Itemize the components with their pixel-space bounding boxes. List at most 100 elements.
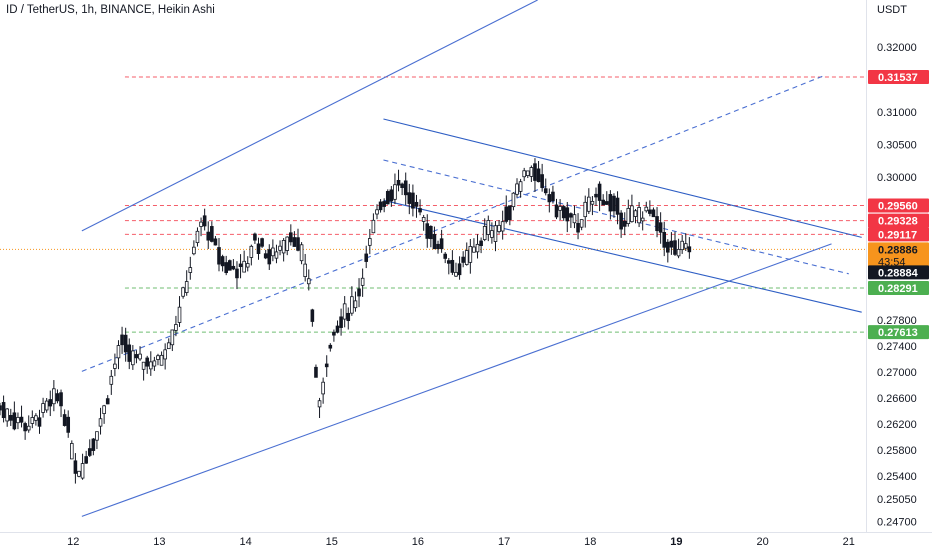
candle-body	[281, 240, 286, 254]
candle-body	[457, 263, 462, 276]
price-level-label-bg	[868, 325, 929, 340]
candle-body	[55, 393, 60, 402]
candle-body	[84, 456, 88, 464]
candle-body	[41, 403, 45, 413]
candle-body	[12, 412, 17, 430]
candle-body	[461, 256, 465, 263]
candle-body	[389, 189, 394, 202]
candle-body	[368, 238, 372, 246]
price-level-label-bg	[868, 69, 929, 84]
candle-body	[450, 259, 455, 273]
candle-body	[37, 417, 42, 427]
candle-body	[350, 296, 354, 314]
time-tick-label: 20	[756, 536, 768, 548]
candle-body	[454, 271, 458, 277]
candle-body	[342, 303, 347, 320]
candle-body	[468, 246, 473, 263]
candle-body	[256, 243, 261, 255]
candle-body	[683, 243, 688, 249]
candle-body	[26, 425, 31, 431]
candle-body	[66, 416, 71, 433]
candle-body	[403, 180, 408, 196]
candle-body	[619, 212, 623, 230]
candle-body	[285, 236, 290, 251]
candle-body	[267, 249, 272, 265]
candle-body	[637, 207, 641, 224]
candle-body	[249, 245, 254, 258]
trendline[interactable]	[81, 75, 824, 372]
price-level-label-bg	[868, 227, 929, 242]
candle-body	[364, 253, 369, 262]
candle-body	[141, 361, 146, 370]
candle-body	[156, 355, 160, 360]
candle-body	[138, 353, 142, 360]
candle-body	[608, 194, 613, 212]
candle-body	[199, 221, 203, 227]
candle-body	[604, 201, 609, 205]
candle-body	[547, 194, 552, 203]
candle-body	[131, 350, 135, 366]
candle-body	[188, 267, 193, 273]
candle-body	[16, 416, 20, 424]
price-tick-label: 0.27400	[877, 341, 917, 353]
candle-body	[472, 246, 476, 253]
candle-body	[396, 179, 401, 186]
candle-body	[626, 207, 631, 224]
price-tick-label: 0.30000	[877, 172, 917, 184]
candle-body	[224, 262, 228, 274]
candle-body	[263, 253, 268, 259]
candle-body	[421, 217, 426, 222]
last-price-label-bg	[868, 242, 929, 270]
candle-body	[152, 360, 157, 367]
candle-body	[166, 342, 171, 350]
candle-body	[525, 170, 530, 176]
trendline[interactable]	[383, 118, 862, 238]
candle-body	[306, 278, 311, 285]
candle-body	[303, 263, 307, 278]
trendline[interactable]	[81, 243, 832, 517]
candle-body	[206, 231, 211, 241]
time-tick-label: 15	[326, 536, 338, 548]
candle-body	[314, 366, 318, 378]
candle-body	[687, 246, 692, 253]
candle-body	[238, 263, 243, 268]
candle-body	[328, 344, 333, 349]
candle-body	[612, 195, 616, 212]
candle-body	[594, 193, 598, 198]
candle-body	[332, 331, 336, 336]
candle-body	[213, 238, 218, 246]
price-level-label: 0.28291	[878, 283, 918, 295]
candle-body	[446, 260, 451, 264]
candle-body	[192, 246, 196, 255]
candle-body	[486, 220, 491, 235]
candle-body	[587, 196, 591, 212]
candle-body	[102, 405, 106, 414]
candle-body	[77, 470, 81, 477]
candle-body	[439, 238, 444, 250]
candle-body	[464, 250, 469, 265]
candle-body	[640, 217, 645, 222]
price-tick-label: 0.32000	[877, 42, 917, 54]
candle-body	[5, 408, 9, 422]
trendline[interactable]	[383, 159, 849, 275]
time-tick-label: 14	[239, 536, 251, 548]
candle-body	[673, 240, 677, 255]
candle-body	[120, 334, 124, 346]
candle-body	[202, 215, 207, 227]
candle-body	[245, 263, 250, 268]
candle-body	[87, 448, 92, 456]
crosshair-price-label-bg	[868, 265, 929, 280]
candle-body	[271, 247, 275, 257]
price-level-label: 0.31537	[878, 72, 918, 84]
time-tick-label: 17	[498, 536, 510, 548]
price-tick-label: 0.26600	[877, 393, 917, 405]
candle-body	[551, 191, 555, 202]
candle-body	[515, 183, 519, 195]
price-tick-label: 0.27800	[877, 315, 917, 327]
trendline[interactable]	[81, 0, 538, 232]
trendline[interactable]	[383, 199, 862, 313]
candle-body	[159, 354, 164, 366]
candle-body	[170, 329, 175, 346]
